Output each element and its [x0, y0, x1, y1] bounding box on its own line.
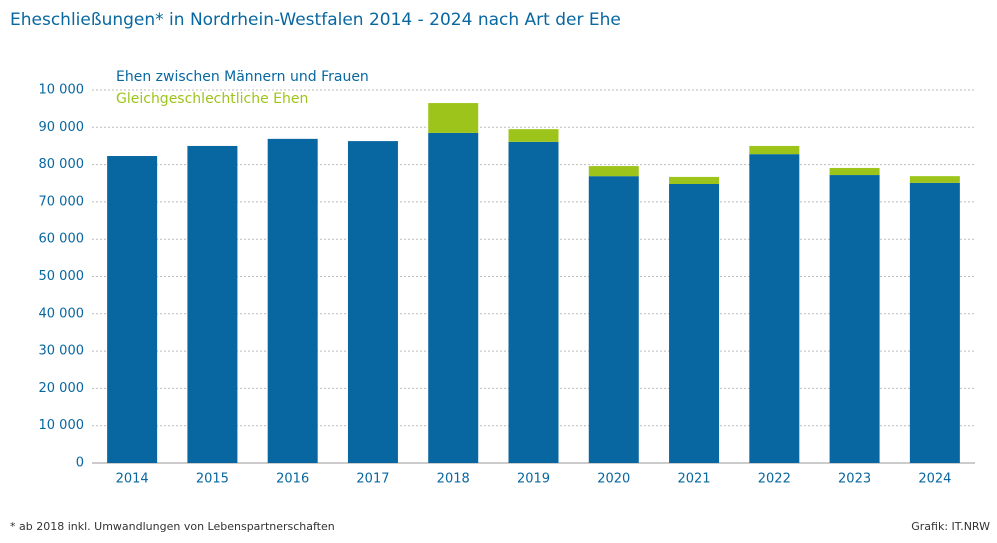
bar-segment — [909, 176, 960, 183]
x-tick-label: 2016 — [276, 472, 309, 487]
bar-segment — [347, 141, 398, 463]
bar-segment — [669, 176, 720, 184]
bar-segment — [829, 167, 880, 176]
chart-title: Eheschließungen* in Nordrhein-Westfalen … — [10, 10, 621, 30]
bar-segment — [428, 103, 479, 133]
bar-segment — [588, 166, 639, 177]
legend-label: Gleichgeschlechtliche Ehen — [116, 91, 308, 107]
footnote: * ab 2018 inkl. Umwandlungen von Lebensp… — [10, 520, 335, 533]
y-tick-label: 70 000 — [39, 194, 85, 209]
y-tick-label: 90 000 — [39, 120, 85, 135]
y-tick-label: 30 000 — [39, 344, 85, 359]
x-tick-label: 2022 — [758, 472, 791, 487]
x-tick-label: 2017 — [356, 472, 389, 487]
y-tick-label: 60 000 — [39, 232, 85, 247]
bar-segment — [588, 176, 639, 463]
x-tick-label: 2015 — [196, 472, 229, 487]
y-tick-label: 40 000 — [39, 306, 85, 321]
bar-segment — [909, 182, 960, 463]
y-tick-label: 50 000 — [39, 269, 85, 284]
bar-segment — [187, 145, 238, 463]
bar-segment — [829, 175, 880, 463]
y-tick-label: 20 000 — [39, 381, 85, 396]
legend-label: Ehen zwischen Männern und Frauen — [116, 69, 369, 85]
x-tick-label: 2018 — [437, 472, 470, 487]
y-tick-label: 10 000 — [39, 418, 85, 433]
y-tick-label: 10 000 — [39, 83, 85, 98]
y-tick-label: 80 000 — [39, 157, 85, 172]
x-tick-label: 2020 — [597, 472, 630, 487]
x-tick-label: 2021 — [677, 472, 710, 487]
bar-segment — [508, 141, 559, 464]
bar-segment — [669, 183, 720, 463]
x-tick-label: 2023 — [838, 472, 871, 487]
bar-segment — [107, 156, 158, 463]
bar-segment — [749, 145, 800, 155]
x-tick-label: 2024 — [918, 472, 951, 487]
source: Grafik: IT.NRW — [911, 520, 990, 533]
bar-segment — [749, 154, 800, 463]
bar-segment — [508, 129, 559, 142]
bar-segment — [428, 132, 479, 463]
bar-segment — [267, 138, 318, 463]
x-tick-label: 2019 — [517, 472, 550, 487]
y-tick-label: 0 — [76, 456, 84, 471]
x-tick-label: 2014 — [116, 472, 149, 487]
